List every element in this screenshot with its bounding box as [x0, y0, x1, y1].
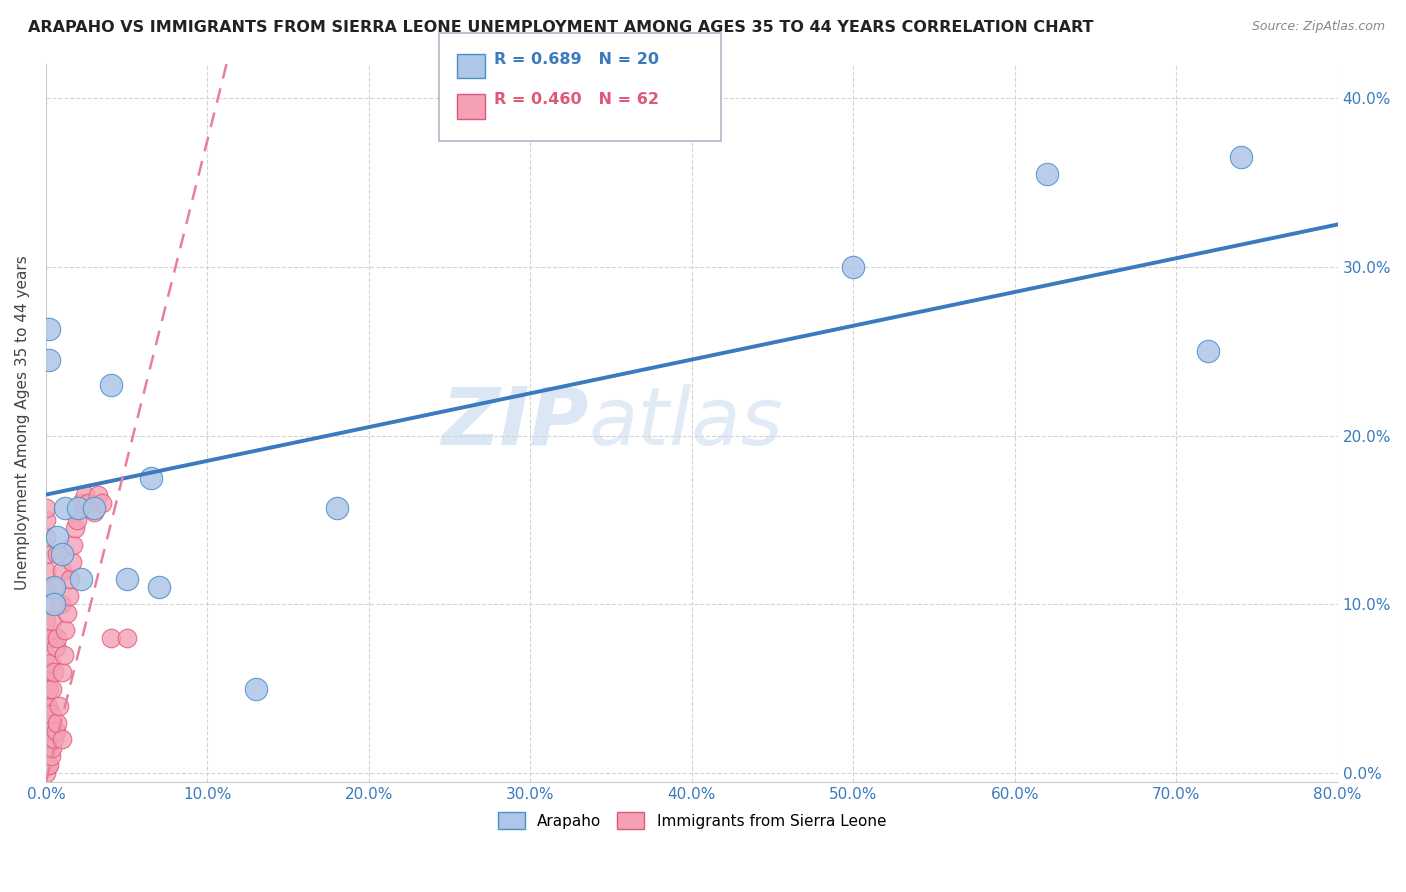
- Point: [51, 732, 73, 747]
- Point: [45, 640, 67, 654]
- Text: ZIP: ZIP: [441, 384, 589, 462]
- Text: Source: ZipAtlas.com: Source: ZipAtlas.com: [1251, 20, 1385, 33]
- Point: [35, 631, 58, 645]
- Point: [42, 598, 65, 612]
- Point: [42, 581, 65, 595]
- Point: [49, 598, 72, 612]
- Point: [39, 749, 62, 764]
- Point: [38, 631, 60, 645]
- Point: [46, 547, 69, 561]
- Point: [35, 665, 58, 679]
- Point: [35, 530, 58, 544]
- Point: [37, 698, 59, 713]
- Point: [48, 698, 70, 713]
- Point: [1198, 344, 1220, 359]
- Point: [70, 496, 93, 510]
- Point: [842, 260, 865, 274]
- Text: R = 0.460   N = 62: R = 0.460 N = 62: [494, 92, 658, 107]
- Point: [86, 488, 108, 502]
- Point: [83, 501, 105, 516]
- Point: [35, 766, 58, 780]
- Point: [37, 757, 59, 772]
- Point: [51, 564, 73, 578]
- Point: [42, 732, 65, 747]
- Point: [35, 614, 58, 628]
- Point: [38, 757, 60, 772]
- Point: [41, 681, 63, 696]
- Text: ARAPAHO VS IMMIGRANTS FROM SIERRA LEONE UNEMPLOYMENT AMONG AGES 35 TO 44 YEARS C: ARAPAHO VS IMMIGRANTS FROM SIERRA LEONE …: [28, 20, 1094, 35]
- Point: [67, 501, 90, 516]
- Point: [35, 648, 58, 662]
- Point: [51, 665, 73, 679]
- Point: [115, 572, 138, 586]
- Point: [35, 681, 58, 696]
- Point: [70, 572, 93, 586]
- Point: [45, 724, 67, 739]
- Point: [66, 513, 89, 527]
- Point: [62, 538, 84, 552]
- Point: [59, 572, 82, 586]
- Point: [35, 749, 58, 764]
- Point: [63, 521, 86, 535]
- Point: [35, 598, 58, 612]
- Text: atlas: atlas: [589, 384, 783, 462]
- Point: [52, 648, 75, 662]
- Point: [148, 581, 170, 595]
- Point: [46, 631, 69, 645]
- Point: [38, 681, 60, 696]
- Point: [38, 322, 60, 336]
- Point: [35, 564, 58, 578]
- Point: [41, 614, 63, 628]
- Point: [35, 581, 58, 595]
- Point: [35, 501, 58, 516]
- Point: [39, 657, 62, 671]
- Point: [38, 352, 60, 367]
- Point: [35, 547, 58, 561]
- Point: [100, 377, 122, 392]
- Point: [58, 589, 80, 603]
- Text: R = 0.689   N = 20: R = 0.689 N = 20: [494, 52, 658, 67]
- Legend: Arapaho, Immigrants from Sierra Leone: Arapaho, Immigrants from Sierra Leone: [492, 806, 893, 835]
- Point: [39, 707, 62, 722]
- Point: [37, 665, 59, 679]
- Point: [37, 732, 59, 747]
- Point: [42, 581, 65, 595]
- Point: [35, 732, 58, 747]
- Point: [46, 530, 69, 544]
- Point: [245, 681, 267, 696]
- Point: [1036, 167, 1059, 181]
- Point: [56, 606, 79, 620]
- Point: [35, 698, 58, 713]
- Point: [67, 501, 90, 516]
- Y-axis label: Unemployment Among Ages 35 to 44 years: Unemployment Among Ages 35 to 44 years: [15, 255, 30, 591]
- Point: [83, 504, 105, 518]
- Point: [1229, 150, 1251, 164]
- Point: [77, 496, 100, 510]
- Point: [38, 724, 60, 739]
- Point: [51, 547, 73, 561]
- Point: [35, 513, 58, 527]
- Point: [42, 665, 65, 679]
- Point: [115, 631, 138, 645]
- Point: [100, 631, 122, 645]
- Point: [46, 715, 69, 730]
- Point: [35, 715, 58, 730]
- Point: [53, 501, 76, 516]
- Point: [325, 501, 347, 516]
- Point: [60, 555, 83, 569]
- Point: [53, 623, 76, 637]
- Point: [73, 488, 96, 502]
- Point: [139, 471, 162, 485]
- Point: [41, 740, 63, 755]
- Point: [91, 496, 114, 510]
